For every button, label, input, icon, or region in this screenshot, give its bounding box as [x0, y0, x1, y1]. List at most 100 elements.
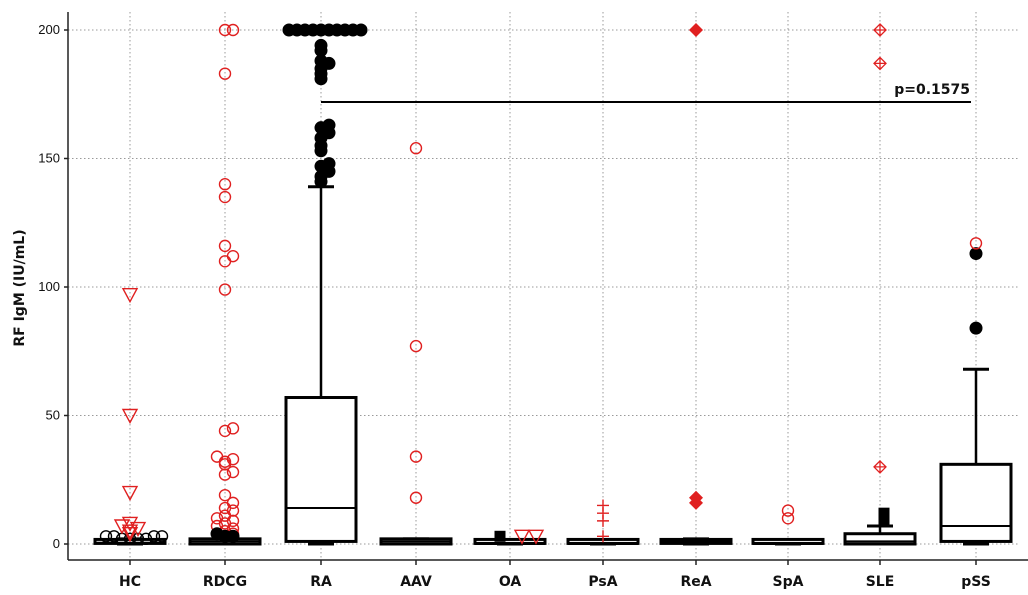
marker-circle-open	[409, 339, 423, 353]
box-body	[751, 537, 825, 545]
y-tick-label: 100	[38, 279, 60, 294]
marker-circle-open	[218, 177, 232, 191]
marker-circle-open	[107, 530, 121, 543]
outlier-points	[99, 23, 983, 546]
marker-circle-open	[409, 491, 423, 504]
marker-circle-open	[99, 530, 113, 543]
box-body	[284, 396, 358, 543]
outliers-rdcg	[210, 23, 240, 543]
marker-triangle-down	[121, 288, 139, 304]
marker-plus	[597, 499, 609, 512]
marker-triangle-down	[129, 521, 147, 538]
x-tick-label: OA	[499, 574, 522, 590]
marker-circle-filled	[226, 529, 240, 543]
x-tick-label: ReA	[680, 574, 711, 590]
marker-diamond-filled	[689, 490, 703, 505]
box-aav	[379, 537, 453, 546]
marker-circle-open	[781, 512, 795, 525]
marker-triangle-down	[121, 527, 139, 543]
marker-circle-open	[155, 530, 169, 543]
marker-circle-filled	[969, 247, 983, 261]
x-tick-label: RA	[310, 574, 332, 590]
marker-circle-filled	[210, 527, 224, 541]
marker-circle-filled	[322, 157, 336, 171]
marker-circle-open	[226, 496, 240, 510]
significance-annotation: p=0.1575	[321, 82, 971, 103]
outliers-sle	[873, 23, 890, 527]
marker-plus	[597, 530, 609, 543]
marker-square-filled	[494, 530, 506, 542]
marker-circle-filled	[354, 23, 368, 37]
marker-triangle-down	[121, 516, 139, 532]
marker-circle-open	[147, 530, 161, 543]
marker-square-filled	[878, 507, 890, 519]
box-ra	[284, 185, 358, 546]
marker-circle-open	[139, 532, 153, 546]
marker-circle-open	[226, 465, 240, 479]
marker-circle-open	[218, 468, 232, 481]
y-tick-label: 50	[46, 408, 60, 423]
marker-circle-open	[123, 532, 137, 546]
box-spa	[751, 537, 825, 546]
x-tick-label: PsA	[588, 574, 617, 590]
marker-diamond-plus	[873, 56, 887, 71]
marker-square-filled	[878, 515, 890, 527]
marker-triangle-down	[513, 529, 531, 545]
marker-circle-filled	[314, 38, 328, 52]
marker-triangle-down	[121, 485, 139, 502]
y-tick-labels: 0 50 100 150 200	[38, 22, 68, 551]
grid	[68, 12, 1020, 560]
y-tick-label: 200	[38, 22, 60, 37]
marker-circle-open	[218, 67, 232, 80]
marker-circle-open	[131, 532, 145, 546]
x-tick-label: AAV	[400, 574, 432, 590]
marker-diamond-plus	[873, 23, 887, 37]
marker-circle-open	[210, 450, 224, 463]
x-tick-label: pSS	[961, 574, 991, 590]
marker-triangle-down	[527, 529, 545, 545]
x-tick-labels: HC RDCG RA AAV OA PsA ReA SpA SLE pSS	[119, 560, 991, 590]
outliers-spa	[781, 504, 795, 525]
marker-triangle-down	[121, 408, 139, 424]
outliers-ra	[282, 23, 368, 189]
marker-circle-filled	[322, 118, 336, 132]
box-rea	[659, 537, 733, 546]
marker-circle-open	[226, 452, 240, 466]
marker-circle-open	[226, 504, 240, 517]
marker-circle-open	[409, 142, 423, 155]
marker-circle-filled	[969, 321, 983, 335]
marker-diamond-filled	[689, 23, 703, 37]
outliers-oa	[494, 529, 545, 545]
marker-circle-open	[969, 237, 983, 250]
x-tick-label: HC	[119, 574, 141, 590]
outliers-pss	[969, 237, 983, 335]
marker-circle-open	[781, 504, 795, 517]
outliers-psa	[597, 499, 609, 543]
axes	[67, 12, 1028, 561]
marker-circle-open	[218, 190, 232, 204]
boxes	[93, 185, 1013, 546]
marker-circle-open	[218, 424, 232, 438]
marker-circle-open	[226, 249, 240, 263]
outliers-hc	[99, 288, 169, 546]
marker-circle-open	[218, 239, 232, 253]
box-body	[843, 532, 917, 546]
marker-circle-open	[218, 23, 232, 37]
marker-circle-open	[218, 488, 232, 502]
box-sle	[843, 524, 917, 546]
y-axis-title: RF IgM (IU/mL)	[12, 229, 28, 346]
outliers-aav	[409, 142, 423, 504]
marker-circle-filled	[282, 23, 296, 37]
marker-circle-open	[226, 23, 240, 37]
outliers-rea	[689, 23, 703, 510]
x-tick-label: SpA	[773, 574, 804, 590]
marker-circle-open	[210, 512, 224, 525]
box-pss	[939, 367, 1013, 546]
marker-circle-open	[226, 422, 240, 435]
x-tick-label: SLE	[866, 574, 895, 590]
box-body	[939, 462, 1013, 543]
p-value-label: p=0.1575	[894, 82, 970, 98]
x-tick-label: RDCG	[203, 574, 247, 590]
marker-triangle-down	[121, 524, 139, 540]
